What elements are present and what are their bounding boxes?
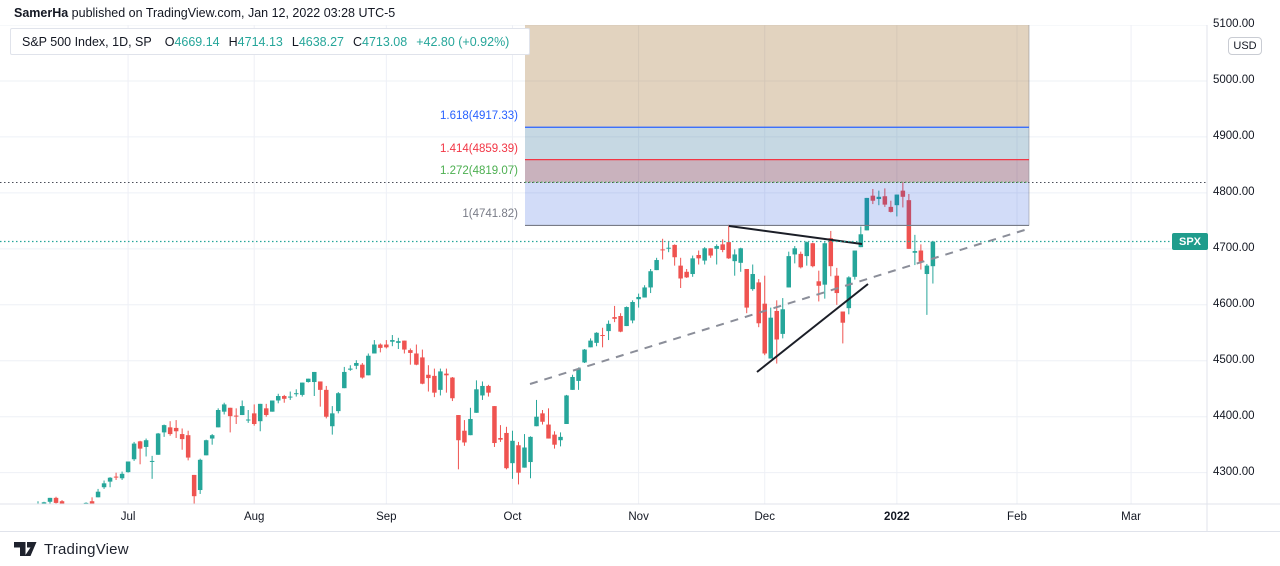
time-tick-label: Feb: [1007, 511, 1027, 523]
currency-badge[interactable]: USD: [1228, 37, 1262, 55]
time-tick-label: Aug: [243, 511, 265, 523]
plot-area: [0, 25, 1207, 504]
symbol-legend: S&P 500 Index, 1D, SP O4669.14 H4714.13 L4…: [10, 28, 531, 55]
symbol-title: S&P 500 Index, 1D, SP: [22, 34, 152, 49]
price-tick-label: 5000.00: [1213, 73, 1255, 86]
price-tick-label: 4800.00: [1213, 185, 1255, 198]
time-tick-label: Dec: [754, 511, 775, 523]
price-tick-label: 4900.00: [1213, 129, 1255, 142]
price-tick-label: 4500.00: [1213, 353, 1255, 366]
price-tick-label: 4400.00: [1213, 409, 1255, 422]
publish-text: published on TradingView.com, Jan 12, 20…: [68, 6, 396, 20]
ohlc-item: O4669.14: [164, 34, 220, 49]
ohlc-item: H4714.13: [228, 34, 283, 49]
ohlc-item: L4638.27: [291, 34, 344, 49]
ohlc-item: +42.80 (+0.92%): [416, 34, 510, 49]
symbol-price-badge[interactable]: SPX: [1172, 233, 1208, 251]
ohlc-values: O4669.14 H4714.13 L4638.27 C4713.08 +42.80 (…: [165, 35, 519, 49]
time-tick-label: Nov: [628, 511, 649, 523]
price-tick-label: 4600.00: [1213, 297, 1255, 310]
fib-level-label: 1.272(4819.07): [439, 165, 518, 178]
tradingview-footer: TradingView: [0, 532, 1280, 566]
ohlc-item: C4713.08: [353, 34, 408, 49]
price-tick-label: 5100.00: [1213, 18, 1255, 30]
publish-info: SamerHa published on TradingView.com, Ja…: [14, 6, 395, 20]
time-tick-label: Jul: [120, 511, 136, 523]
price-tick-label: 4300.00: [1213, 465, 1255, 478]
price-tick-label: 4700.00: [1213, 241, 1255, 254]
time-tick-label: 2022: [884, 511, 910, 523]
time-tick-label: Sep: [376, 511, 397, 523]
tradingview-wordmark[interactable]: TradingView: [44, 540, 129, 558]
fib-level-label: 1.618(4917.33): [439, 110, 518, 123]
author-link[interactable]: SamerHa: [14, 6, 69, 20]
tradingview-logo-icon[interactable]: [14, 541, 37, 557]
time-tick-label: Oct: [503, 511, 522, 523]
time-tick-label: Mar: [1121, 511, 1141, 523]
fib-level-label: 1(4741.82): [462, 208, 518, 221]
candlestick-chart-canvas[interactable]: [0, 0, 1280, 534]
fib-level-label: 1.414(4859.39): [439, 142, 518, 155]
